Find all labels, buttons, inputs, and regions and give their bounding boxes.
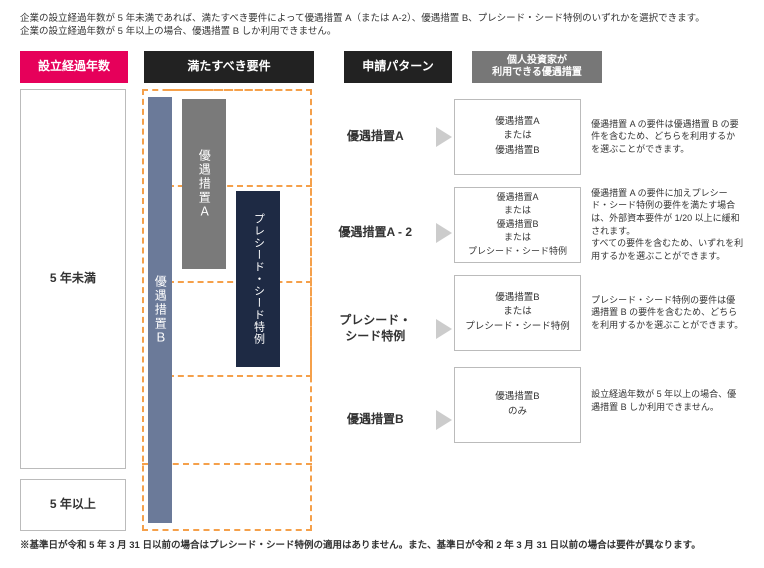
diagram-main: 5 年未満 5 年以上 優遇措置Ｂ 優遇措置Ａ プレシード・シード特例 優遇措置… <box>20 89 744 531</box>
intro-text: 企業の設立経過年数が 5 年未満であれば、満たすべき要件によって優遇措置 A（ま… <box>20 12 744 39</box>
column-requirements: 優遇措置Ｂ 優遇措置Ａ プレシード・シード特例 <box>142 89 309 531</box>
pattern-3-l1: プレシード・ <box>339 313 411 327</box>
arrow-2 <box>434 185 454 281</box>
column-investor-options: 優遇措置A または 優遇措置B 優遇措置A または 優遇措置B または プレシー… <box>454 89 581 531</box>
investor-box-4: 優遇措置B のみ <box>454 367 581 443</box>
pattern-2: 優遇措置A - 2 <box>322 185 428 281</box>
arrow-4 <box>434 377 454 463</box>
investor-box-1: 優遇措置A または 優遇措置B <box>454 99 581 175</box>
years-over-5: 5 年以上 <box>20 479 126 531</box>
bar-measure-b: 優遇措置Ｂ <box>148 97 172 523</box>
footnote: ※基準日が令和 5 年 3 月 31 日以前の場合はプレシード・シード特例の適用… <box>20 539 744 552</box>
investor-text-3: 優遇措置B または プレシード・シード特例 <box>465 291 570 334</box>
desc-3: プレシード・シード特例の要件は優遇措置 B の要件を含むため、どちらを利用するか… <box>591 275 744 351</box>
desc-text-2: 優遇措置 A の要件に加えプレシード・シード特例の要件を満たす場合は、外部資本要… <box>591 187 744 263</box>
bar-preseed: プレシード・シード特例 <box>236 191 280 367</box>
header-investor-l1: 個人投資家が <box>472 55 602 67</box>
pattern-3: プレシード・シード特例 <box>322 281 428 377</box>
pattern-4: 優遇措置B <box>322 377 428 463</box>
arrow-1 <box>434 89 454 185</box>
column-arrows <box>434 89 454 531</box>
desc-2: 優遇措置 A の要件に加えプレシード・シード特例の要件を満たす場合は、外部資本要… <box>591 187 744 263</box>
investor-box-3: 優遇措置B または プレシード・シード特例 <box>454 275 581 351</box>
investor-text-1: 優遇措置A または 優遇措置B <box>495 115 539 158</box>
pattern-3-l2: シード特例 <box>345 329 405 343</box>
desc-1: 優遇措置 A の要件は優遇措置 B の要件を含むため、どちらを利用するかを選ぶこ… <box>591 99 744 175</box>
desc-text-3: プレシード・シード特例の要件は優遇措置 B の要件を含むため、どちらを利用するか… <box>591 294 744 332</box>
header-investor-l2: 利用できる優遇措置 <box>472 67 602 79</box>
investor-text-4: 優遇措置B のみ <box>495 390 539 419</box>
bar-measure-a: 優遇措置Ａ <box>182 99 226 269</box>
arrow-3 <box>434 281 454 377</box>
header-investor: 個人投資家が 利用できる優遇措置 <box>472 51 602 83</box>
years-under-5: 5 年未満 <box>20 89 126 469</box>
desc-4: 設立経過年数が 5 年以上の場合、優遇措置 B しか利用できません。 <box>591 363 744 439</box>
desc-text-1: 優遇措置 A の要件は優遇措置 B の要件を含むため、どちらを利用するかを選ぶこ… <box>591 118 744 156</box>
column-patterns: 優遇措置A 優遇措置A - 2 プレシード・シード特例 優遇措置B <box>322 89 428 531</box>
header-requirements: 満たすべき要件 <box>144 51 314 83</box>
header-row: 設立経過年数 満たすべき要件 申請パターン 個人投資家が 利用できる優遇措置 <box>20 51 744 83</box>
column-descriptions: 優遇措置 A の要件は優遇措置 B の要件を含むため、どちらを利用するかを選ぶこ… <box>591 89 744 531</box>
pattern-1: 優遇措置A <box>322 89 428 185</box>
column-years: 5 年未満 5 年以上 <box>20 89 126 531</box>
investor-box-2: 優遇措置A または 優遇措置B または プレシード・シード特例 <box>454 187 581 263</box>
header-years: 設立経過年数 <box>20 51 128 83</box>
investor-text-2: 優遇措置A または 優遇措置B または プレシード・シード特例 <box>468 191 567 259</box>
intro-line-2: 企業の設立経過年数が 5 年以上の場合、優遇措置 B しか利用できません。 <box>20 25 744 38</box>
header-pattern: 申請パターン <box>344 51 452 83</box>
desc-text-4: 設立経過年数が 5 年以上の場合、優遇措置 B しか利用できません。 <box>591 388 744 413</box>
intro-line-1: 企業の設立経過年数が 5 年未満であれば、満たすべき要件によって優遇措置 A（ま… <box>20 12 744 25</box>
